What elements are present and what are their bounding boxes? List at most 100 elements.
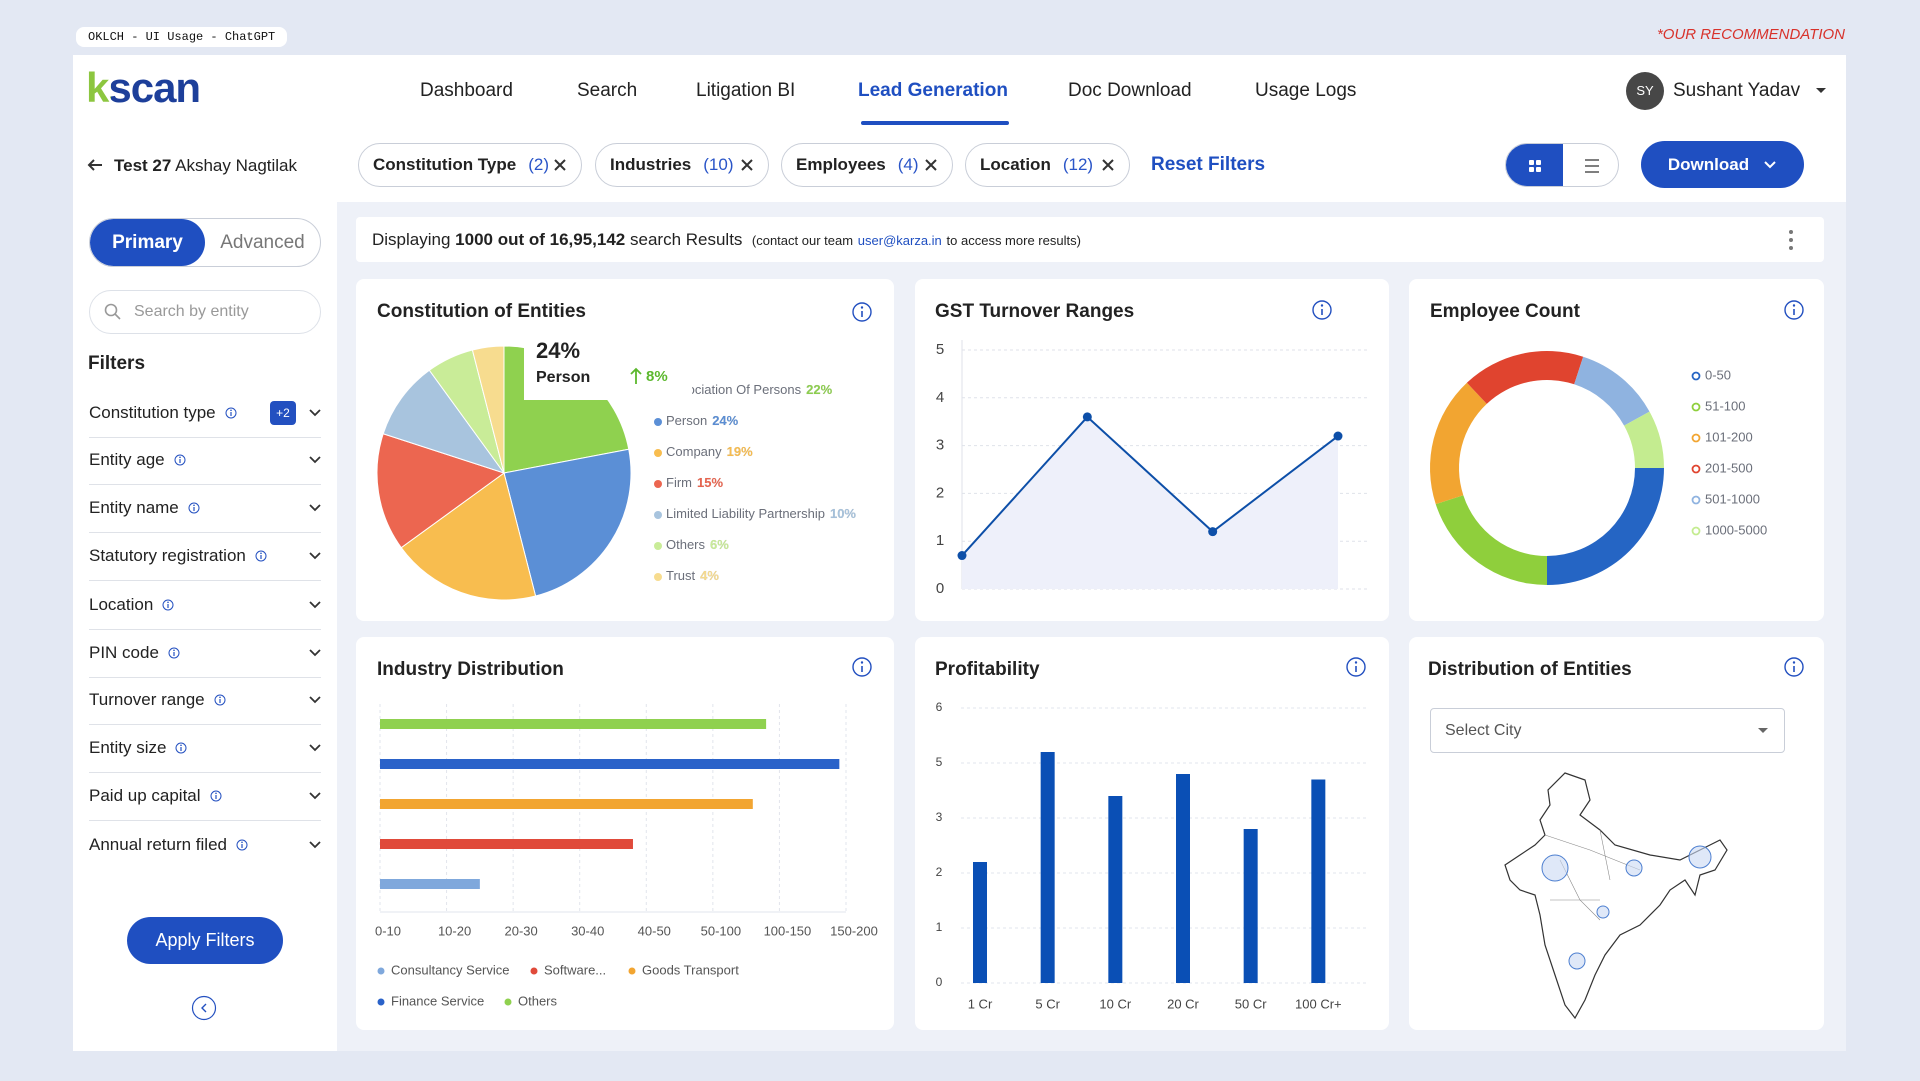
nav-item[interactable]: Dashboard	[420, 80, 513, 101]
chip-close[interactable]	[553, 158, 567, 172]
city-select[interactable]: Select City	[1430, 708, 1785, 753]
results-contact-end: to access more results)	[946, 233, 1081, 248]
filter-caret	[309, 649, 321, 657]
filter-label: Statutory registration	[89, 546, 246, 565]
info-icon	[162, 599, 174, 611]
info-icon	[225, 407, 237, 419]
filter-caret	[309, 552, 321, 560]
chip-label: Industries	[610, 155, 692, 174]
filter-label: Entity size	[89, 738, 167, 757]
filter-label: Location	[89, 595, 154, 614]
nav-item[interactable]: Litigation BI	[696, 80, 796, 101]
filter-chip[interactable]: Industries (10)	[595, 143, 769, 187]
card	[915, 279, 1389, 621]
breadcrumb: Test 27 Akshay Nagtilak	[114, 156, 297, 176]
window-tag: OKLCH - UI Usage - ChatGPT	[76, 27, 288, 47]
chip-count: (10)	[703, 155, 734, 174]
entity-name: Akshay Nagtilak	[175, 156, 298, 175]
filter-label: Turnover range	[89, 690, 205, 709]
select-placeholder: Select City	[1445, 721, 1522, 739]
view-toggle[interactable]	[1505, 143, 1619, 187]
separator	[89, 580, 321, 581]
chip-count: (4)	[897, 155, 919, 174]
card	[356, 637, 894, 1030]
info-icon	[210, 790, 222, 802]
filter-label: PIN code	[89, 643, 159, 662]
separator	[89, 484, 321, 485]
download-caret	[1764, 160, 1776, 168]
filter-item[interactable]: Entity name	[89, 495, 321, 521]
search-box[interactable]: Search by entity	[89, 290, 321, 334]
separator	[89, 629, 321, 630]
separator	[89, 532, 321, 533]
select-caret	[1758, 727, 1768, 733]
filter-label: Entity age	[89, 450, 165, 469]
nav-item[interactable]: Search	[577, 80, 638, 101]
filters-title: Filters	[88, 353, 146, 374]
results-contact: (contact our team	[751, 233, 854, 248]
tabs: Primary Advanced	[89, 218, 321, 267]
entity-id: Test 27	[114, 156, 172, 175]
filter-chip[interactable]: Constitution Type (2)	[358, 143, 582, 187]
reset-filters[interactable]: Reset Filters	[1151, 154, 1266, 175]
logo[interactable]: kscan	[86, 64, 201, 111]
filter-item[interactable]: PIN code	[89, 640, 321, 666]
back-arrow[interactable]	[86, 156, 104, 174]
info-icon	[174, 454, 186, 466]
nav-item[interactable]: Doc Download	[1068, 80, 1192, 101]
chip-label: Employees	[796, 155, 886, 174]
info-icon	[175, 742, 187, 754]
results-bar: Displaying 1000 out of 16,95,142 search …	[356, 217, 1824, 262]
search-placeholder: Search by entity	[134, 303, 249, 320]
results-prefix: Displaying	[372, 230, 451, 249]
filter-item[interactable]: Statutory registration	[89, 543, 321, 569]
results-count: 1000 out of 16,95,142	[455, 230, 626, 249]
separator	[89, 437, 321, 438]
kebab-menu[interactable]	[1785, 228, 1797, 252]
filter-item[interactable]: Constitution type +2	[89, 400, 321, 426]
card	[1409, 279, 1824, 621]
info-icon	[188, 502, 200, 514]
filter-caret	[309, 504, 321, 512]
nav-item[interactable]: Usage Logs	[1255, 80, 1357, 101]
tab[interactable]: Primary	[90, 219, 205, 266]
results-email[interactable]: user@karza.in	[857, 233, 942, 248]
filter-chip[interactable]: Location (12)	[965, 143, 1130, 187]
separator	[89, 677, 321, 678]
user-caret[interactable]	[1814, 86, 1828, 96]
separator	[89, 724, 321, 725]
filter-caret	[309, 456, 321, 464]
filter-badge: +2	[270, 401, 296, 425]
filter-item[interactable]: Entity size	[89, 735, 321, 761]
filter-item[interactable]: Paid up capital	[89, 783, 321, 809]
filter-caret	[309, 792, 321, 800]
results-suffix: search Results	[630, 230, 743, 249]
toggle-icons[interactable]	[1506, 144, 1619, 187]
filter-label: Annual return filed	[89, 835, 227, 854]
nav-underline	[861, 121, 1009, 125]
chip-close[interactable]	[1101, 158, 1115, 172]
nav-item[interactable]: Lead Generation	[858, 80, 1008, 101]
chip-close[interactable]	[924, 158, 938, 172]
filter-item[interactable]: Location	[89, 592, 321, 618]
apply-filters[interactable]: Apply Filters	[127, 917, 283, 964]
separator	[89, 820, 321, 821]
filter-label: Constitution type	[89, 403, 216, 422]
filter-caret	[309, 601, 321, 609]
user-name[interactable]: Sushant Yadav	[1673, 80, 1801, 101]
filter-caret	[309, 696, 321, 704]
chip-label: Constitution Type	[373, 155, 517, 174]
filter-chip[interactable]: Employees (4)	[781, 143, 953, 187]
filter-item[interactable]: Annual return filed	[89, 832, 321, 858]
download-button[interactable]: Download	[1641, 141, 1804, 188]
tab[interactable]: Advanced	[220, 231, 305, 253]
chip-close[interactable]	[740, 158, 754, 172]
avatar[interactable]: SY	[1626, 72, 1664, 110]
download-label: Download	[1667, 154, 1750, 174]
chip-label: Location	[980, 155, 1051, 174]
filter-item[interactable]: Entity age	[89, 447, 321, 473]
collapse-button[interactable]	[191, 995, 217, 1021]
search-icon	[104, 303, 121, 320]
filter-item[interactable]: Turnover range	[89, 687, 321, 713]
